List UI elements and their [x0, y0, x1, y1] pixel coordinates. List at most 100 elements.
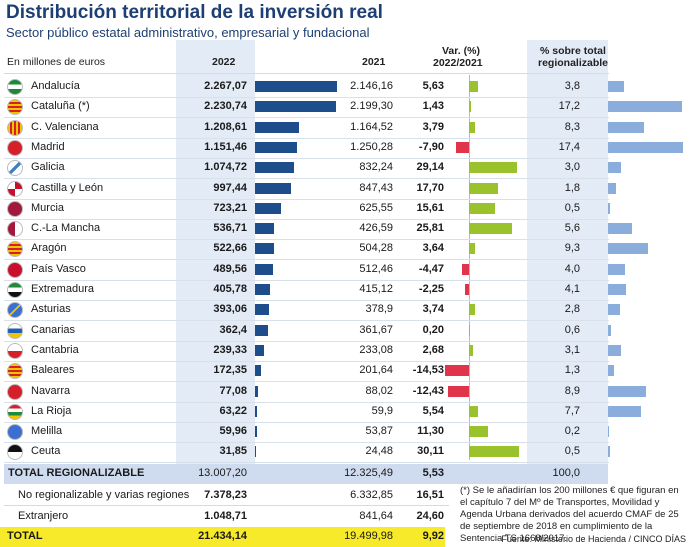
bar-pct: [608, 405, 642, 417]
value-2021: 2.199,30: [350, 100, 393, 113]
value-pct: 4,0: [564, 262, 580, 275]
value-2022: 997,44: [213, 181, 247, 194]
value-variation: -14,53: [412, 364, 444, 377]
bar-variation: [469, 162, 518, 174]
table-row: Extremadura 405,78 415,12 -2,25 4,1: [0, 280, 690, 301]
header-2021: 2021: [362, 56, 386, 68]
value-pct: 1,3: [564, 364, 580, 377]
value-2022: 362,4: [219, 323, 247, 336]
bar-variation: [469, 243, 475, 255]
header-var-2: 2022/2021: [433, 57, 483, 69]
value-pct: 1,8: [564, 181, 580, 194]
bar-2022: [255, 304, 270, 316]
table-row: Melilla 59,96 53,87 11,30 0,2: [0, 422, 690, 444]
bar-pct: [608, 385, 647, 397]
value-pct: 9,3: [564, 242, 580, 255]
bar-pct: [608, 182, 616, 194]
region-name: C. Valenciana: [31, 120, 99, 133]
bar-variation: [469, 121, 476, 133]
bar-variation: [469, 101, 472, 113]
region-flag-icon: [7, 160, 23, 177]
value-pct: 3,0: [564, 161, 580, 174]
region-flag-icon: [7, 444, 23, 461]
value-variation: 25,81: [416, 222, 444, 235]
row-separator: [4, 421, 609, 423]
value-variation: 1,43: [422, 100, 444, 113]
bar-pct: [608, 324, 611, 336]
table-row: Ceuta 31,85 24,48 30,11 0,5: [0, 442, 690, 464]
value-variation: -12,43: [412, 384, 444, 397]
bar-2022: [255, 405, 258, 417]
total-regionalizable-row: TOTAL REGIONALIZABLE: [4, 464, 608, 484]
bar-2022: [255, 162, 294, 174]
table-row: Cantabria 239,33 233,08 2,68 3,1: [0, 341, 690, 362]
value-variation: 2,68: [422, 343, 444, 356]
region-flag-icon: [7, 139, 23, 156]
bar-variation: [461, 263, 469, 275]
value-variation: -2,25: [418, 283, 444, 295]
region-flag-icon: [7, 424, 23, 441]
value-variation: 3,64: [422, 242, 444, 255]
table-row: C.-La Mancha 536,71 426,59 25,81 5,6: [0, 219, 690, 241]
row-separator: [4, 279, 609, 281]
region-name: País Vasco: [31, 262, 86, 275]
bar-pct: [608, 81, 625, 92]
row-separator: [4, 442, 609, 444]
row-separator: [4, 198, 609, 200]
value-pct: 5,6: [564, 222, 580, 235]
table-row: Castilla y León 997,44 847,43 17,70 1,8: [0, 179, 690, 200]
value-pct: 2,8: [564, 303, 580, 316]
no-regionalizable-2021: 6.332,85: [350, 489, 393, 501]
bar-2022: [255, 385, 258, 397]
region-flag-icon: [7, 403, 23, 420]
total-regionalizable-pct: 100,0: [552, 467, 580, 479]
bar-variation: [445, 365, 469, 377]
table-row: Aragón 522,66 504,28 3,64 9,3: [0, 239, 690, 261]
bar-2022: [255, 446, 257, 458]
region-flag-icon: [7, 79, 23, 95]
region-name: Cantabria: [31, 343, 79, 356]
value-2022: 1.151,46: [204, 140, 247, 153]
bar-2022: [255, 284, 270, 295]
bar-variation: [469, 324, 470, 336]
page-title: Distribución territorial de la inversión…: [6, 2, 383, 23]
value-pct: 3,8: [564, 80, 580, 92]
region-name: Canarias: [31, 323, 76, 336]
bar-2022: [255, 365, 262, 377]
table-row: Andalucía 2.267,07 2.146,16 5,63 3,8: [0, 77, 690, 98]
value-pct: 4,1: [564, 283, 580, 295]
value-pct: 3,1: [564, 343, 580, 356]
region-name: Navarra: [31, 384, 71, 397]
table-row: Baleares 172,35 201,64 -14,53 1,3: [0, 361, 690, 383]
value-2021: 625,55: [359, 201, 393, 214]
value-2021: 24,48: [365, 445, 393, 458]
region-name: Baleares: [31, 364, 75, 377]
bar-variation: [465, 284, 469, 295]
source-note: Fuente: Ministerio de Hacienda / CINCO D…: [501, 534, 686, 544]
bar-2022: [255, 121, 299, 133]
region-name: Madrid: [31, 140, 65, 153]
value-pct: 8,9: [564, 384, 580, 397]
value-2022: 405,78: [213, 283, 247, 295]
value-pct: 17,4: [558, 140, 580, 153]
bar-2022: [255, 344, 264, 356]
table-row: Asturias 393,06 378,9 3,74 2,8: [0, 300, 690, 322]
bar-variation: [448, 385, 469, 397]
bar-pct: [608, 263, 626, 275]
region-flag-icon: [7, 99, 23, 116]
bar-2022: [255, 101, 336, 113]
total-label: TOTAL: [7, 530, 43, 542]
value-2021: 378,9: [365, 303, 393, 316]
extranjero-2021: 841,64: [359, 510, 393, 522]
extranjero-2022: 1.048,71: [204, 510, 247, 522]
region-name: Castilla y León: [31, 181, 104, 194]
row-separator: [4, 137, 609, 139]
bar-variation: [469, 426, 488, 438]
value-pct: 7,7: [564, 404, 580, 417]
region-name: La Rioja: [31, 404, 72, 417]
value-pct: 0,6: [564, 323, 580, 336]
value-variation: 11,30: [417, 425, 444, 438]
bar-pct: [608, 202, 611, 214]
bar-2022: [255, 202, 282, 214]
table-row: Canarias 362,4 361,67 0,20 0,6: [0, 321, 690, 342]
